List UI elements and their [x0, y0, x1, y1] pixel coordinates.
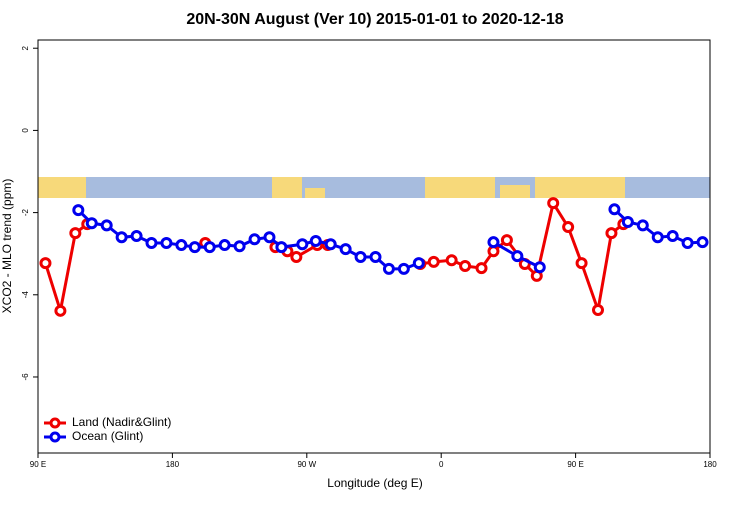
point [397, 262, 410, 275]
plot-frame [37, 39, 711, 454]
x-tick-label: 180 [166, 460, 180, 469]
point [487, 236, 500, 249]
point [696, 236, 709, 249]
point [54, 304, 67, 317]
x-tick-label: 180 [703, 460, 717, 469]
point [459, 260, 472, 273]
point [369, 250, 382, 263]
point [72, 204, 85, 217]
legend-marker [49, 417, 61, 429]
point [339, 243, 352, 256]
point [85, 217, 98, 230]
point [445, 254, 458, 267]
point [500, 234, 513, 247]
point [175, 239, 188, 252]
point [290, 250, 303, 263]
point [666, 230, 679, 243]
point [115, 231, 128, 244]
point [296, 238, 309, 251]
point [309, 234, 322, 247]
point [533, 261, 546, 274]
point [382, 262, 395, 275]
point [621, 216, 634, 229]
y-tick-label: -4 [21, 291, 30, 299]
map-strip [38, 177, 710, 198]
legend-label: Ocean (Glint) [72, 429, 143, 443]
point [354, 250, 367, 263]
point [218, 239, 231, 252]
series-line [44, 199, 625, 316]
point [248, 233, 261, 246]
point [69, 227, 82, 240]
point [324, 238, 337, 251]
point [275, 241, 288, 254]
x-tick-label: 0 [439, 460, 444, 469]
y-tick-label: -6 [21, 373, 30, 381]
point [562, 220, 575, 233]
y-axis-label: XCO2 - MLO trend (ppm) [0, 179, 14, 314]
point [100, 219, 113, 232]
point [636, 219, 649, 232]
point [203, 241, 216, 254]
point [160, 237, 173, 250]
x-tick-label: 90 E [567, 460, 583, 469]
x-tick-label: 90 E [30, 460, 46, 469]
point [547, 197, 560, 210]
y-tick-label: -2 [21, 208, 30, 216]
x-tick-label: 90 W [297, 460, 316, 469]
point [608, 203, 621, 216]
point [681, 237, 694, 250]
y-tick-label: 0 [21, 128, 30, 133]
x-axis-label: Longitude (deg E) [327, 476, 422, 490]
point [475, 262, 488, 275]
point [651, 231, 664, 244]
point [412, 257, 425, 270]
point [145, 237, 158, 250]
point [605, 227, 618, 240]
point [511, 250, 524, 263]
chart-title: 20N-30N August (Ver 10) 2015-01-01 to 20… [186, 11, 563, 28]
point [130, 230, 143, 243]
legend-label: Land (Nadir&Glint) [72, 415, 171, 429]
point [39, 257, 52, 270]
point [592, 303, 604, 316]
legend-marker [49, 431, 61, 443]
point [233, 240, 246, 253]
y-tick-label: 2 [21, 45, 30, 50]
point [575, 257, 588, 270]
point [427, 255, 440, 268]
point [263, 231, 276, 244]
point [188, 241, 201, 254]
